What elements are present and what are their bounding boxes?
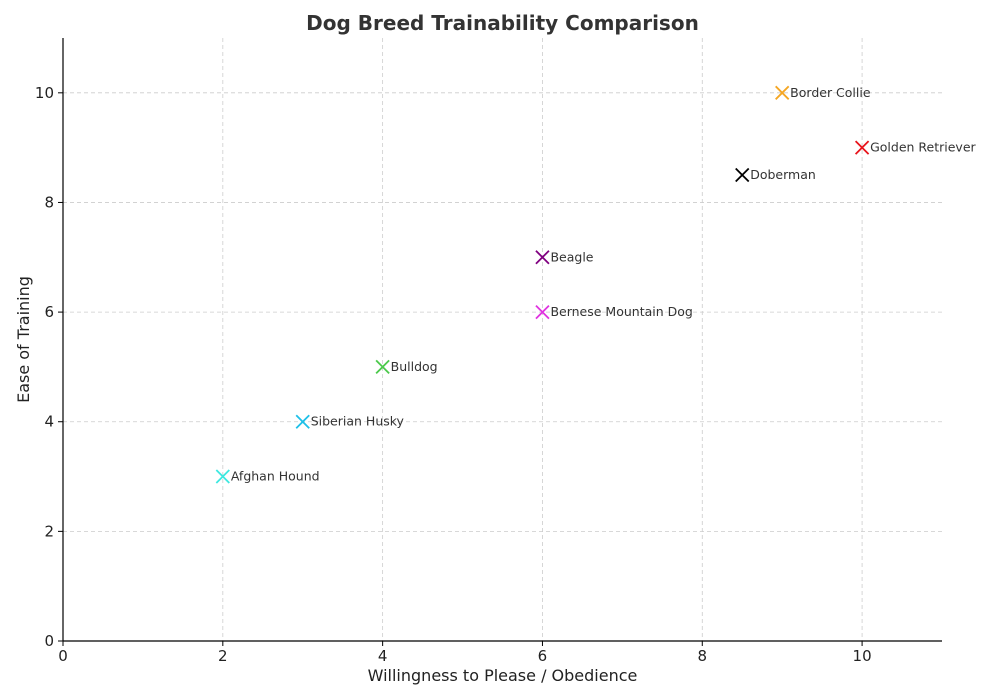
x-marker <box>854 140 870 155</box>
x-marker <box>295 414 310 429</box>
ticks: 0 2 4 6 8 10 0 2 4 6 8 10 <box>35 84 872 665</box>
data-point: Bulldog <box>375 359 438 375</box>
data-point: Golden Retriever <box>854 140 977 155</box>
data-points: Border Collie Golden Retriever Doberman Bea… <box>215 85 977 484</box>
point-label: Golden Retriever <box>870 140 976 155</box>
point-label: Bernese Mountain Dog <box>550 304 692 319</box>
point-label: Bulldog <box>391 359 438 374</box>
x-tick-label: 10 <box>853 647 872 665</box>
x-tick-label: 0 <box>58 647 68 665</box>
data-point: Beagle <box>535 249 594 265</box>
x-marker <box>535 304 550 320</box>
x-axis-label: Willingness to Please / Obedience <box>368 666 638 685</box>
data-point: Doberman <box>735 167 816 183</box>
point-label: Border Collie <box>790 85 871 100</box>
y-tick-label: 2 <box>44 522 54 540</box>
x-marker <box>375 359 390 375</box>
x-marker <box>735 167 750 183</box>
y-tick-label: 8 <box>44 193 54 211</box>
x-marker <box>215 469 230 484</box>
x-tick-label: 4 <box>378 647 388 665</box>
x-tick-label: 6 <box>538 647 548 665</box>
chart-title: Dog Breed Trainability Comparison <box>306 11 699 35</box>
point-label: Doberman <box>750 167 816 182</box>
x-tick-label: 8 <box>697 647 707 665</box>
data-point: Bernese Mountain Dog <box>535 304 693 320</box>
y-tick-label: 0 <box>44 632 54 650</box>
data-point: Border Collie <box>775 85 871 100</box>
axes <box>62 38 942 642</box>
x-marker <box>535 250 550 265</box>
y-tick-label: 6 <box>44 303 54 321</box>
x-tick-label: 2 <box>218 647 228 665</box>
grid <box>63 38 942 641</box>
data-point: Siberian Husky <box>295 414 405 429</box>
point-label: Afghan Hound <box>231 469 320 484</box>
point-label: Siberian Husky <box>311 414 405 429</box>
y-tick-label: 10 <box>35 84 54 102</box>
data-point: Afghan Hound <box>215 469 320 484</box>
point-label: Beagle <box>550 249 593 264</box>
x-marker <box>775 85 790 100</box>
y-axis-label: Ease of Training <box>14 276 33 403</box>
y-tick-label: 4 <box>44 413 54 431</box>
